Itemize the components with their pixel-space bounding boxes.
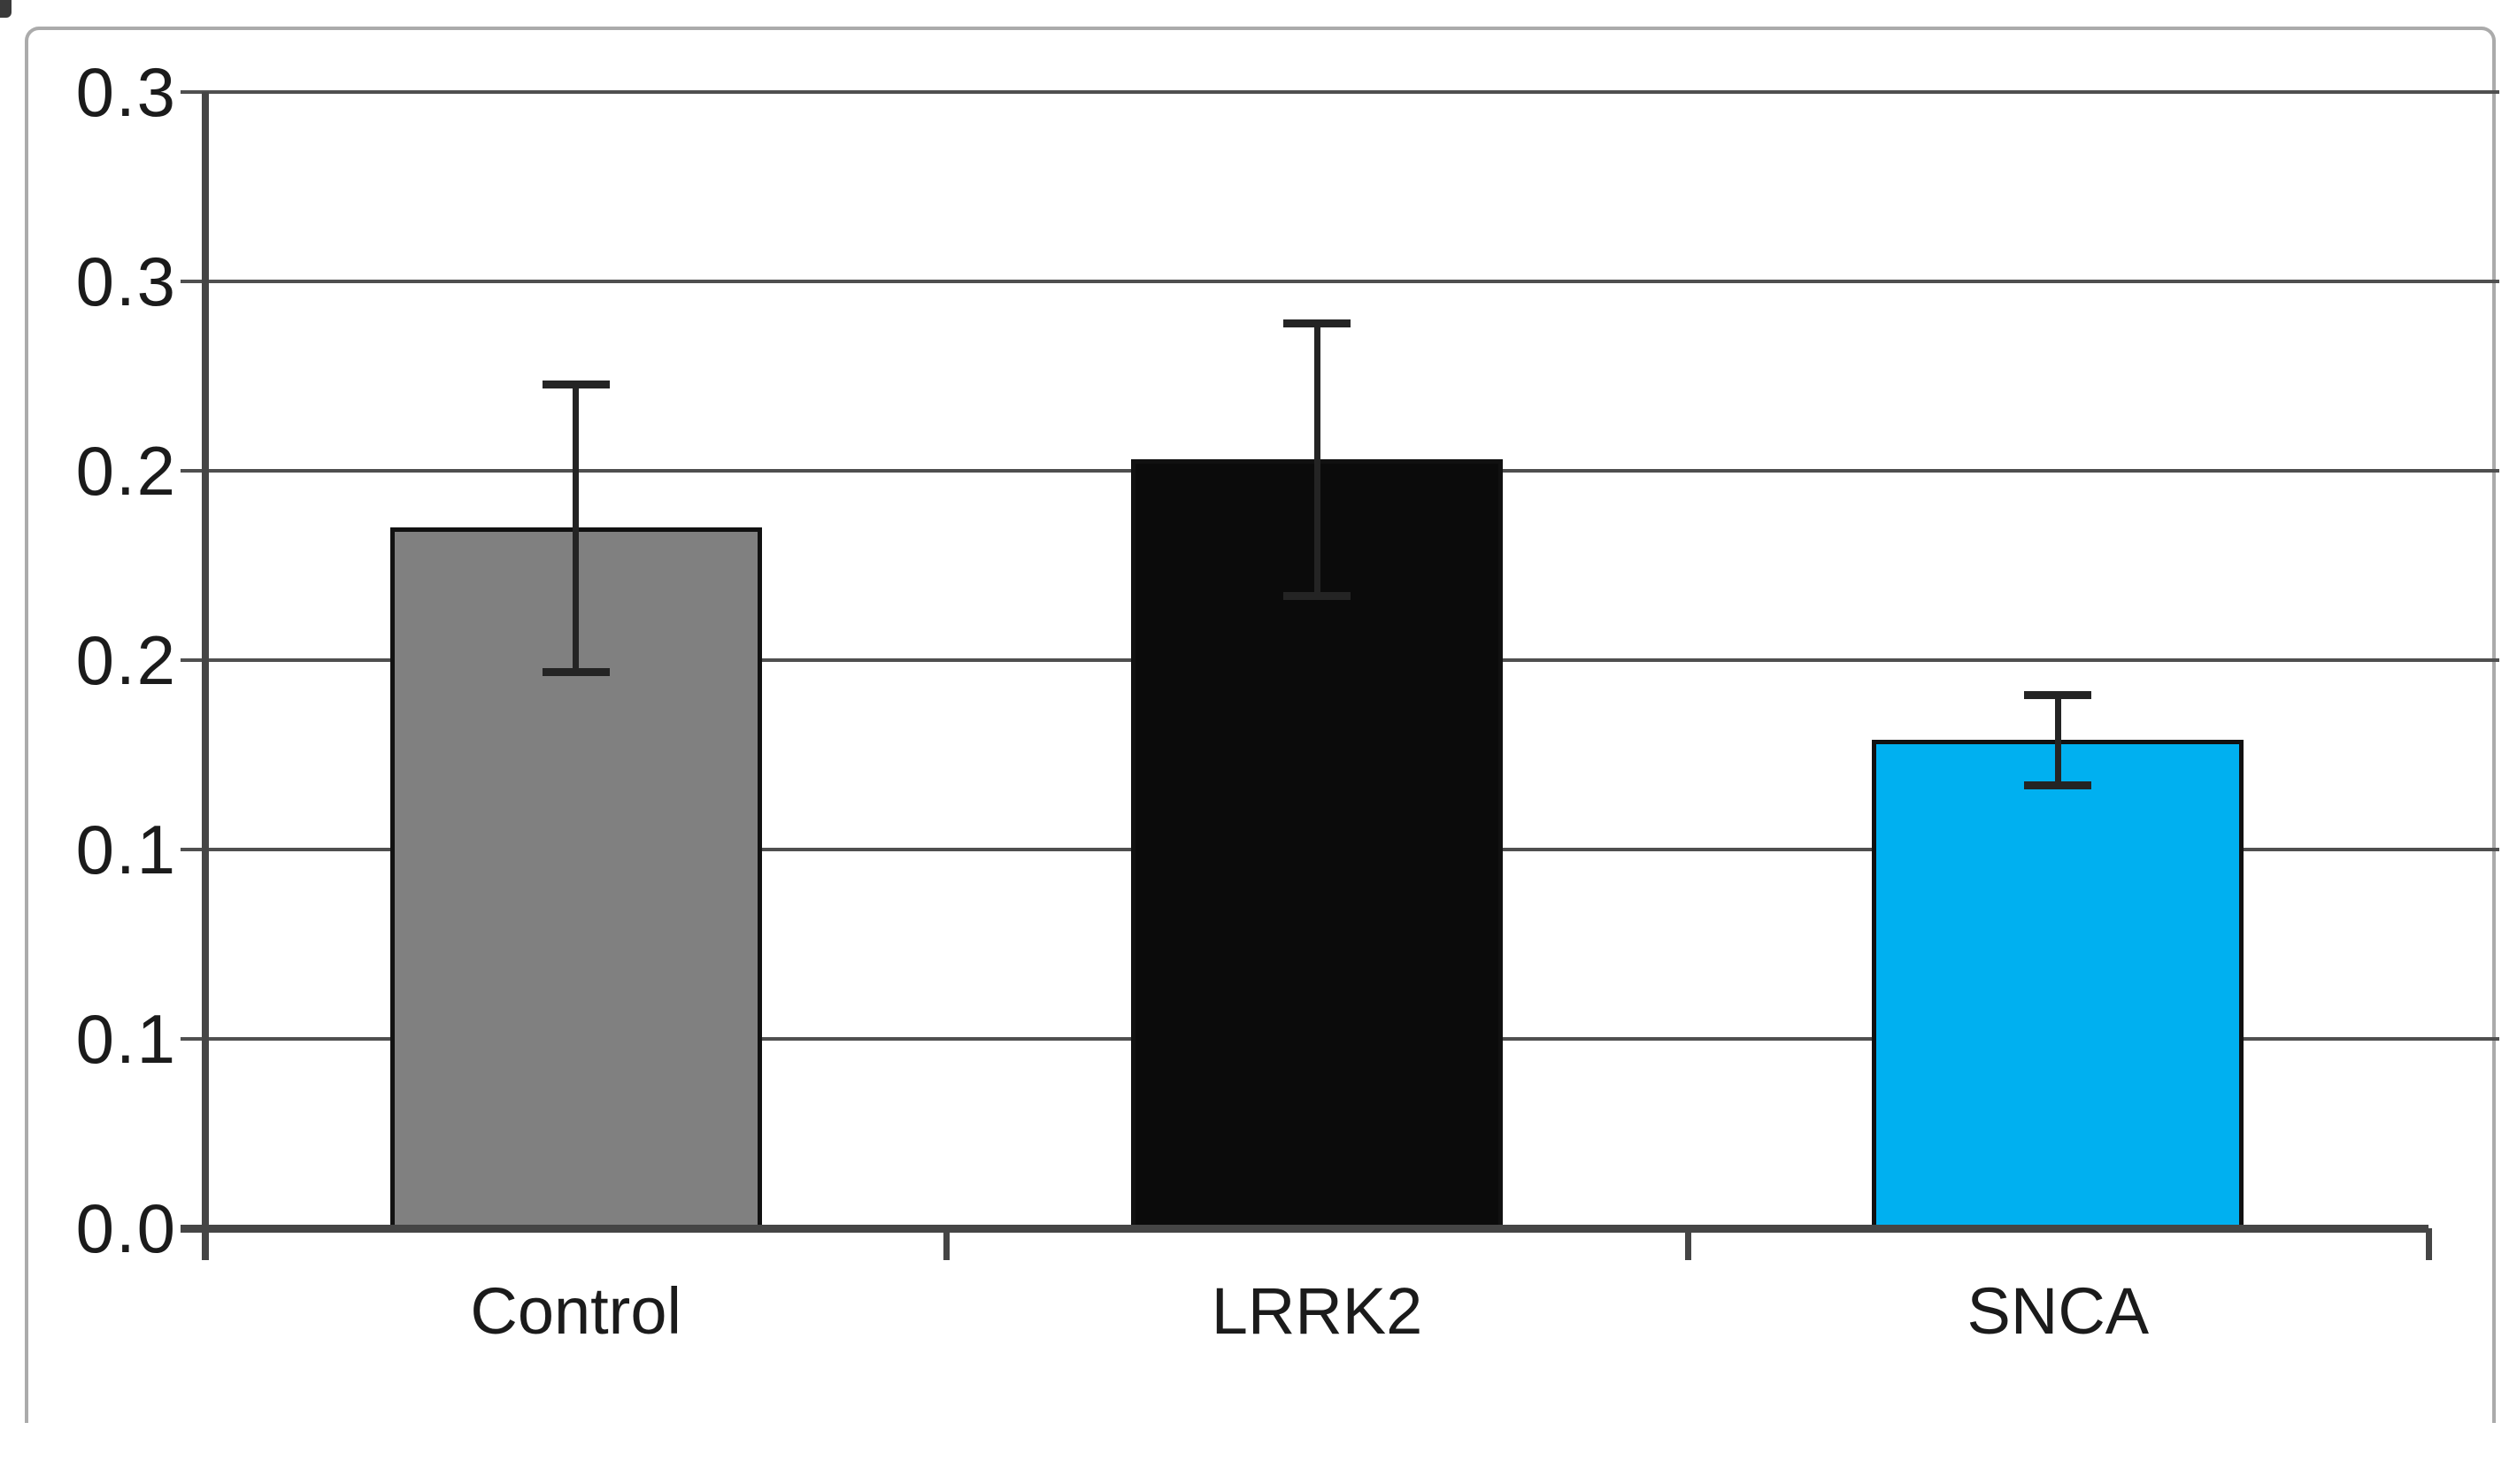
error-bar-cap-bottom-snca xyxy=(2024,781,2092,790)
error-bar-stem-control xyxy=(573,383,580,672)
y-axis-tick-label: 0.2 xyxy=(75,621,177,699)
error-bar-cap-top-lrrk2 xyxy=(1283,319,1351,328)
y-axis-tick-label: 0.1 xyxy=(75,811,177,888)
error-bar-cap-bottom-lrrk2 xyxy=(1283,592,1351,601)
x-axis-tick xyxy=(1684,1228,1691,1260)
error-bar-cap-top-control xyxy=(542,380,610,388)
y-axis-tick-label: 0.0 xyxy=(75,1189,177,1267)
x-axis-tick xyxy=(2426,1228,2432,1260)
x-axis-category-label-snca: SNCA xyxy=(1967,1274,2150,1348)
gridline xyxy=(181,280,2499,283)
error-bar-cap-top-snca xyxy=(2024,690,2092,699)
y-axis-tick-label: 0.3 xyxy=(75,53,177,131)
y-axis-tick-label: 0.2 xyxy=(75,432,177,510)
bar-snca xyxy=(1872,739,2244,1232)
y-axis-tick-label: 0.3 xyxy=(75,242,177,320)
x-axis-line xyxy=(181,1225,2428,1233)
x-axis-category-label-control: Control xyxy=(470,1274,681,1348)
chart-frame xyxy=(25,27,2496,1423)
gridline xyxy=(181,90,2499,94)
error-bar-stem-lrrk2 xyxy=(1313,323,1320,596)
corner-artifact-mark xyxy=(0,0,12,18)
x-axis-category-label-lrrk2: LRRK2 xyxy=(1211,1274,1423,1348)
y-axis-tick-label: 0.1 xyxy=(75,1000,177,1078)
x-axis-tick xyxy=(943,1228,951,1260)
y-axis-line xyxy=(202,92,209,1260)
error-bar-cap-bottom-control xyxy=(542,667,610,676)
error-bar-stem-snca xyxy=(2054,694,2061,786)
